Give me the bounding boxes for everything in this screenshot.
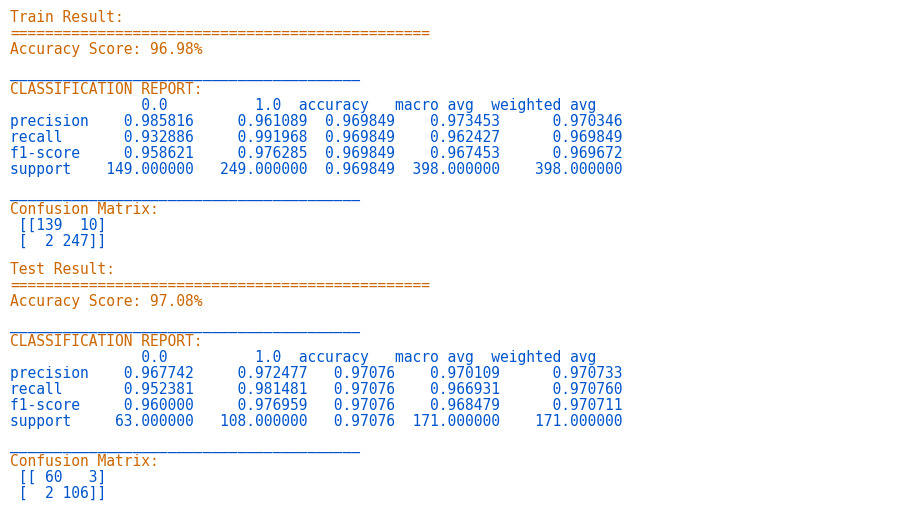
Text: support    149.000000   249.000000  0.969849  398.000000    398.000000: support 149.000000 249.000000 0.969849 3… <box>10 162 622 177</box>
Text: [[139  10]: [[139 10] <box>10 218 106 233</box>
Text: ________________________________________: ________________________________________ <box>10 66 360 81</box>
Text: Test Result:: Test Result: <box>10 262 115 277</box>
Text: 0.0          1.0  accuracy   macro avg  weighted avg: 0.0 1.0 accuracy macro avg weighted avg <box>10 98 596 113</box>
Text: Accuracy Score: 96.98%: Accuracy Score: 96.98% <box>10 42 203 57</box>
Text: Confusion Matrix:: Confusion Matrix: <box>10 202 159 217</box>
Text: Confusion Matrix:: Confusion Matrix: <box>10 454 159 469</box>
Text: precision    0.967742     0.972477   0.97076    0.970109      0.970733: precision 0.967742 0.972477 0.97076 0.97… <box>10 366 622 381</box>
Text: [[ 60   3]: [[ 60 3] <box>10 470 106 485</box>
Text: Accuracy Score: 97.08%: Accuracy Score: 97.08% <box>10 294 203 309</box>
Text: ________________________________________: ________________________________________ <box>10 438 360 453</box>
Text: recall       0.952381     0.981481   0.97076    0.966931      0.970760: recall 0.952381 0.981481 0.97076 0.96693… <box>10 382 622 397</box>
Text: ________________________________________: ________________________________________ <box>10 318 360 333</box>
Text: CLASSIFICATION REPORT:: CLASSIFICATION REPORT: <box>10 334 203 349</box>
Text: ================================================: ========================================… <box>10 278 430 293</box>
Text: 0.0          1.0  accuracy   macro avg  weighted avg: 0.0 1.0 accuracy macro avg weighted avg <box>10 350 596 365</box>
Text: CLASSIFICATION REPORT:: CLASSIFICATION REPORT: <box>10 82 203 97</box>
Text: precision    0.985816     0.961089  0.969849    0.973453      0.970346: precision 0.985816 0.961089 0.969849 0.9… <box>10 114 622 129</box>
Text: f1-score     0.958621     0.976285  0.969849    0.967453      0.969672: f1-score 0.958621 0.976285 0.969849 0.96… <box>10 146 622 161</box>
Text: ________________________________________: ________________________________________ <box>10 186 360 201</box>
Text: f1-score     0.960000     0.976959   0.97076    0.968479      0.970711: f1-score 0.960000 0.976959 0.97076 0.968… <box>10 398 622 413</box>
Text: [  2 247]]: [ 2 247]] <box>10 234 106 249</box>
Text: [  2 106]]: [ 2 106]] <box>10 486 106 501</box>
Text: recall       0.932886     0.991968  0.969849    0.962427      0.969849: recall 0.932886 0.991968 0.969849 0.9624… <box>10 130 622 145</box>
Text: Train Result:: Train Result: <box>10 10 123 25</box>
Text: support     63.000000   108.000000   0.97076  171.000000    171.000000: support 63.000000 108.000000 0.97076 171… <box>10 414 622 429</box>
Text: ================================================: ========================================… <box>10 26 430 41</box>
